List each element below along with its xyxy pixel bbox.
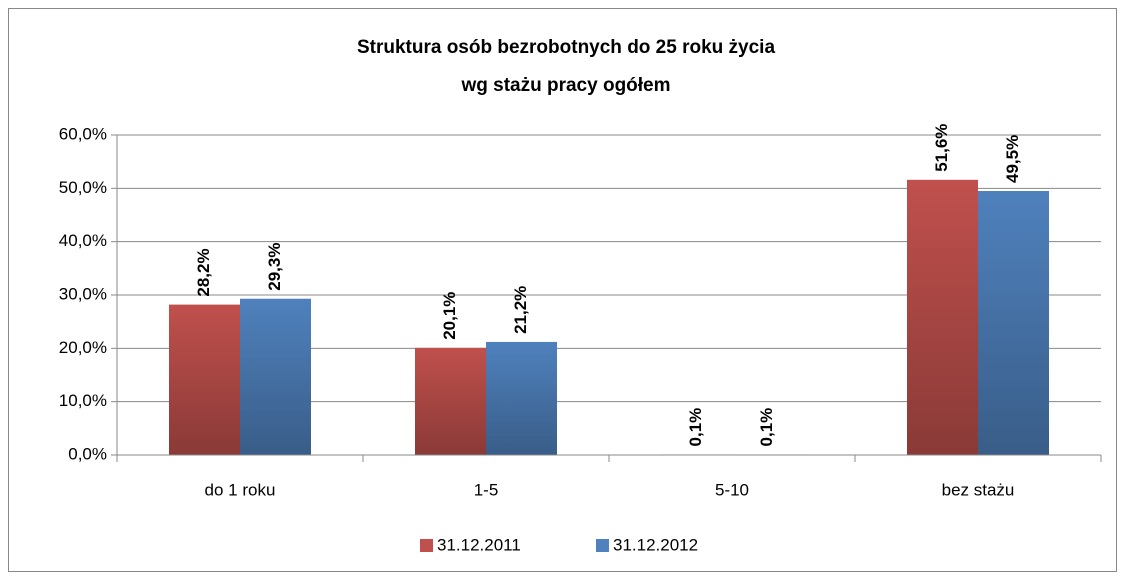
bar bbox=[907, 179, 978, 456]
value-label: 28,2% bbox=[194, 248, 213, 296]
value-label: 0,1% bbox=[686, 408, 705, 447]
y-tick-label: 30,0% bbox=[59, 284, 107, 303]
x-tick-label: bez stażu bbox=[942, 480, 1015, 499]
value-label: 21,2% bbox=[511, 286, 530, 334]
bar bbox=[169, 304, 240, 455]
y-tick-label: 60,0% bbox=[59, 124, 107, 143]
y-tick-label: 20,0% bbox=[59, 338, 107, 357]
x-tick-label: 5-10 bbox=[715, 480, 749, 499]
chart-title: Struktura osób bezrobotnych do 25 roku ż… bbox=[357, 37, 776, 58]
bar bbox=[978, 191, 1049, 455]
value-label: 49,5% bbox=[1003, 135, 1022, 183]
y-tick-label: 10,0% bbox=[59, 391, 107, 410]
value-label: 0,1% bbox=[757, 408, 776, 447]
legend-label: 31.12.2011 bbox=[437, 535, 521, 554]
y-tick-label: 40,0% bbox=[59, 231, 107, 250]
chart-title: wg stażu pracy ogółem bbox=[460, 75, 670, 96]
y-tick-label: 0,0% bbox=[68, 444, 107, 463]
value-label: 20,1% bbox=[440, 292, 459, 340]
value-label: 51,6% bbox=[932, 124, 951, 172]
x-tick-label: do 1 roku bbox=[205, 480, 276, 499]
value-label: 29,3% bbox=[265, 243, 284, 291]
bar bbox=[240, 298, 311, 455]
legend-label: 31.12.2012 bbox=[613, 535, 698, 554]
x-tick-label: 1-5 bbox=[474, 480, 499, 499]
bar bbox=[486, 341, 557, 455]
legend-swatch bbox=[596, 539, 609, 552]
y-tick-label: 50,0% bbox=[59, 178, 107, 197]
legend-swatch bbox=[420, 539, 433, 552]
bar bbox=[415, 347, 486, 455]
